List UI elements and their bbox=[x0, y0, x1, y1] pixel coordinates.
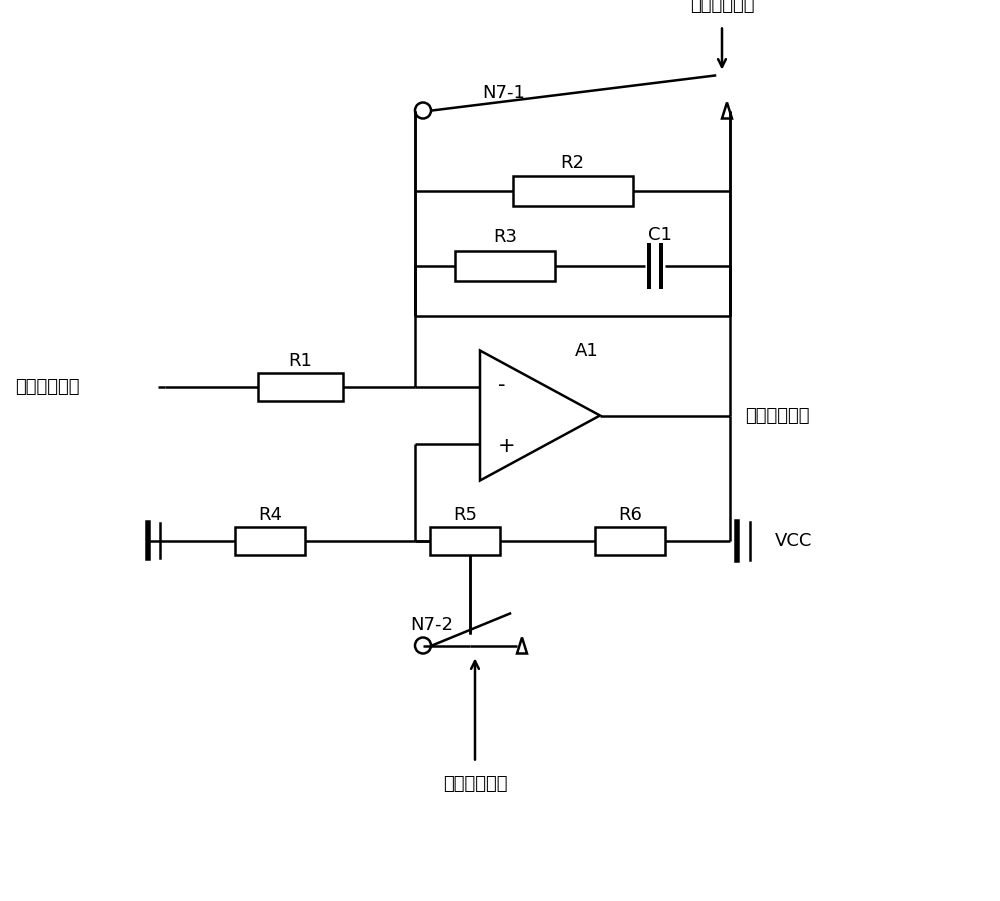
Bar bbox=[258, 373, 342, 401]
Text: 锁定指示信号: 锁定指示信号 bbox=[443, 776, 507, 794]
Text: 锁定指示信号: 锁定指示信号 bbox=[690, 0, 754, 14]
Text: N7-1: N7-1 bbox=[482, 84, 525, 102]
Text: 主鉴相器输出: 主鉴相器输出 bbox=[15, 378, 80, 396]
Text: N7-2: N7-2 bbox=[410, 616, 453, 634]
Text: R2: R2 bbox=[560, 153, 584, 171]
Bar bbox=[455, 250, 555, 280]
Text: A1: A1 bbox=[575, 341, 599, 359]
Text: R5: R5 bbox=[453, 505, 477, 523]
Text: R1: R1 bbox=[288, 352, 312, 370]
Text: R3: R3 bbox=[493, 229, 517, 247]
Bar bbox=[430, 526, 500, 554]
Bar bbox=[512, 176, 633, 205]
Text: VCC: VCC bbox=[775, 532, 812, 550]
Text: R6: R6 bbox=[618, 505, 642, 523]
Bar bbox=[595, 526, 665, 554]
Text: C1: C1 bbox=[648, 226, 672, 244]
Text: R4: R4 bbox=[258, 505, 282, 523]
Bar bbox=[235, 526, 305, 554]
Text: 至压控振荡器: 至压控振荡器 bbox=[745, 406, 810, 424]
Text: -: - bbox=[498, 375, 505, 395]
Text: +: + bbox=[498, 436, 516, 456]
